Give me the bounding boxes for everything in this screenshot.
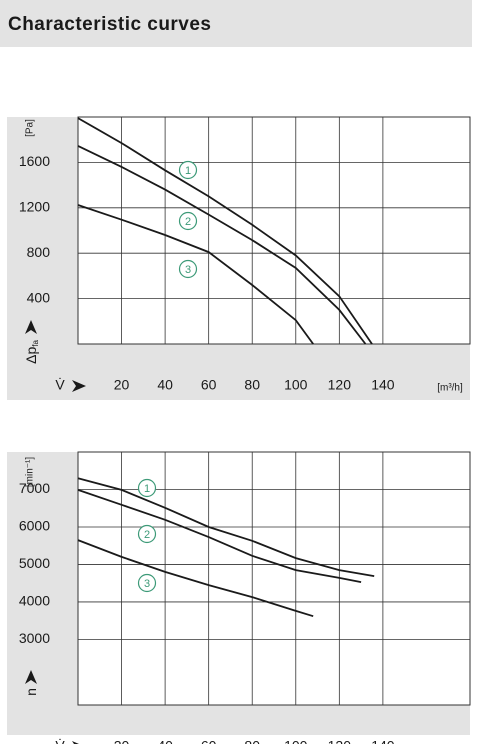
- y-tick-label: 1200: [19, 199, 50, 215]
- x-tick-label: 40: [157, 377, 173, 393]
- x-tick-label: 140: [371, 377, 395, 393]
- y-tick-label: 800: [27, 244, 51, 260]
- curve-label: 2: [144, 529, 150, 541]
- y-tick-label: 400: [27, 289, 51, 305]
- curve-label: 1: [144, 483, 150, 495]
- y-axis-unit: [Pa]: [25, 119, 36, 137]
- x-axis-arrow: [72, 380, 86, 392]
- y-tick-label: 7000: [19, 480, 50, 496]
- x-tick-label: 120: [328, 377, 352, 393]
- plot-area: [77, 451, 471, 706]
- x-tick-label: 140: [371, 738, 395, 744]
- x-tick-label: 60: [201, 377, 217, 393]
- x-tick-label: 80: [244, 738, 260, 744]
- curve: [77, 117, 373, 345]
- x-tick-label: 80: [244, 377, 260, 393]
- y-axis-arrow: [25, 670, 37, 684]
- y-tick-label: 5000: [19, 555, 50, 571]
- y-axis-label-subscript: fa: [31, 340, 40, 347]
- y-axis-label-main: Δp: [23, 347, 39, 364]
- y-tick-label: 4000: [19, 593, 50, 609]
- page-title: Characteristic curves: [8, 14, 211, 35]
- y-axis-label-main: n: [23, 688, 39, 696]
- curve: [77, 539, 314, 618]
- curve: [77, 145, 367, 345]
- curve: [77, 477, 375, 577]
- x-tick-label: 60: [201, 738, 217, 744]
- y-tick-label: 6000: [19, 518, 50, 534]
- x-tick-label: 20: [114, 377, 130, 393]
- x-tick-label: 120: [328, 738, 352, 744]
- curve-label-circle: [137, 478, 157, 498]
- curve: [77, 489, 362, 583]
- curve-label-circle: [137, 524, 157, 544]
- curve-label: 3: [144, 578, 150, 590]
- curve-label-circle: [178, 259, 198, 279]
- x-axis-label: V̇: [55, 377, 65, 393]
- curve-label: 2: [185, 216, 191, 228]
- x-tick-label: 100: [284, 377, 308, 393]
- x-axis-unit: [m³/h]: [437, 383, 463, 394]
- curve-label: 3: [185, 264, 191, 276]
- x-axis-label: V̇: [55, 738, 65, 744]
- x-tick-label: 100: [284, 738, 308, 744]
- y-axis-label: Δpfa: [23, 340, 40, 364]
- curve-label-circle: [178, 211, 198, 231]
- y-tick-label: 3000: [19, 630, 50, 646]
- plot-area: [77, 116, 471, 345]
- x-axis-arrow: [72, 741, 79, 744]
- y-axis-arrow: [25, 320, 37, 334]
- curve-label: 1: [185, 165, 191, 177]
- curve-label-circle: [137, 573, 157, 593]
- y-axis-label: n: [23, 688, 39, 696]
- header-band: [0, 0, 472, 47]
- y-tick-label: 1600: [19, 153, 50, 169]
- x-tick-label: 40: [157, 738, 173, 744]
- y-axis-unit: [min⁻¹]: [25, 457, 36, 488]
- x-tick-label: 20: [114, 738, 130, 744]
- curve-label-circle: [178, 160, 198, 180]
- curve: [77, 204, 314, 345]
